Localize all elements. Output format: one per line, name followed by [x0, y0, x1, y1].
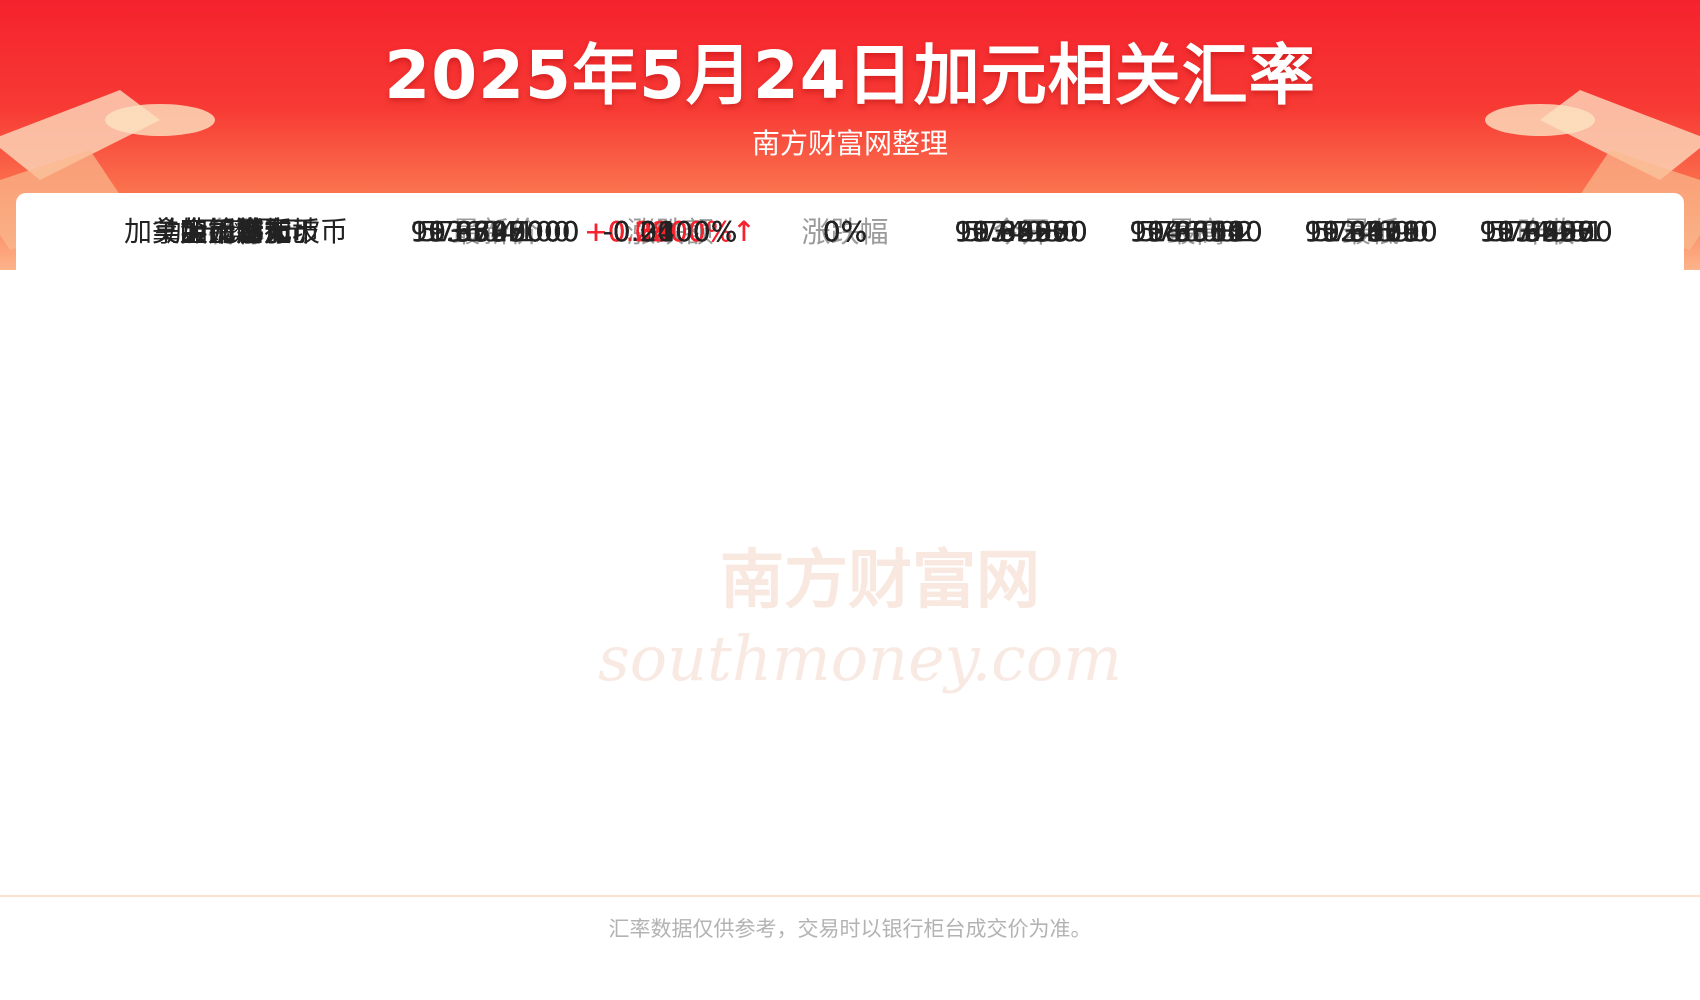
cell-latest: 5.834500 [428, 215, 562, 248]
cell-low: 5.8180 [1322, 215, 1420, 248]
cell-name: 加拿大币新加坡币 [123, 215, 349, 248]
cell-latest: 993.700000 [410, 215, 580, 248]
cell-open: 103.9300 [954, 215, 1088, 248]
cell-prev-close: 103.9300 [1479, 215, 1613, 248]
cell-low: 103.0100 [1304, 215, 1438, 248]
cell-pct: 0% [822, 215, 868, 248]
page-subtitle: 南方财富网整理 [751, 127, 948, 160]
cell-change: -0.2100% [602, 215, 738, 248]
cell-pct: 0% [822, 215, 868, 248]
column-header-name: 名称 [206, 215, 266, 249]
cell-latest: 5.660700 [428, 215, 562, 248]
footer-divider [0, 895, 1700, 897]
cell-pct: 0% [822, 215, 868, 248]
cell-open: 57.4980 [963, 215, 1079, 248]
cell-prev-close: 5.8206 [1497, 215, 1595, 248]
cell-prev-close: 0.9329 [1497, 215, 1595, 248]
cell-change: +0.1800%↑ [584, 215, 756, 248]
cell-high: 0.9333 [1147, 215, 1245, 248]
cell-open: 5.8205 [972, 215, 1070, 248]
cell-prev-close: 1.3857 [1497, 215, 1595, 248]
footer-note: 汇率数据仅供参考，交易时以银行柜台成交价为准。 [608, 917, 1092, 941]
cell-high: 5.8350 [1147, 215, 1245, 248]
rate-table: 名称 最新价 涨跌额 涨跌幅 今开 最高 最低 昨收 加币韩币 993.70000… [16, 193, 1684, 896]
cell-pct: 0% [822, 215, 868, 248]
cell-open: 5.6483 [972, 215, 1070, 248]
table-header-row: 名称 最新价 涨跌额 涨跌幅 今开 最高 最低 昨收 [16, 193, 1684, 271]
cell-name: 加元澳门元 [165, 215, 307, 248]
cell-prev-close: 5.6483 [1497, 215, 1595, 248]
cell-change: -0.3800% [602, 215, 738, 248]
cell-name: 美金加拿大币 [151, 215, 321, 248]
cell-pct: 0% [822, 215, 868, 248]
cell-low: 57.4690 [1313, 215, 1429, 248]
cell-high: 998.5600 [1129, 215, 1263, 248]
cell-latest: 1.859900 [428, 215, 562, 248]
cell-high: 5.6614 [1147, 215, 1245, 248]
cell-high: 104.0000 [1129, 215, 1263, 248]
cell-high: 57.6082 [1138, 215, 1254, 248]
column-header-low: 最低 [1341, 215, 1401, 249]
column-header-open: 今开 [991, 215, 1051, 249]
column-header-high: 最高 [1166, 215, 1226, 249]
column-header-pct: 涨跌幅 [801, 215, 889, 249]
cell-low: 5.6451 [1322, 215, 1420, 248]
cell-low: 0.9320 [1322, 215, 1420, 248]
cell-pct: 0% [822, 215, 868, 248]
column-header-latest: 最新价 [451, 215, 539, 249]
cell-pct: 0% [822, 215, 868, 248]
cell-latest: 57.604100 [419, 215, 571, 248]
cell-prev-close: 997.5000 [1479, 215, 1613, 248]
cell-change: +0.2400%↑ [584, 215, 756, 248]
cell-low: 1.3826 [1322, 215, 1420, 248]
page-title: 2025年5月24日加元相关汇率 [384, 37, 1316, 114]
cell-high: 1.8611 [1147, 215, 1245, 248]
cell-latest: 103.830000 [410, 215, 580, 248]
cell-name: 加元卢布 [179, 215, 293, 248]
cell-open: 1.8595 [972, 215, 1070, 248]
cell-change: +0.2200%↑ [584, 215, 756, 248]
cell-high: 1.3864 [1147, 215, 1245, 248]
cell-open: 997.5000 [954, 215, 1088, 248]
cell-latest: 1.382800 [428, 215, 562, 248]
cell-name: 加币韩币 [179, 215, 293, 248]
cell-prev-close: 57.4981 [1488, 215, 1604, 248]
cell-low: 992.0000 [1304, 215, 1438, 248]
cell-open: 1.3857 [972, 215, 1070, 248]
cell-name: 加币港元 [179, 215, 293, 248]
cell-change: -0.0400% [602, 215, 738, 248]
cell-pct: 0% [822, 215, 868, 248]
column-header-prev-close: 昨收 [1516, 215, 1576, 249]
cell-low: 1.8579 [1322, 215, 1420, 248]
cell-prev-close: 1.8595 [1497, 215, 1595, 248]
cell-change: -0.1000% [602, 215, 738, 248]
cell-name: 英镑加元 [179, 215, 293, 248]
cell-change: +0.0200%↑ [584, 215, 756, 248]
cell-name: 加元日元 [179, 215, 293, 248]
cell-open: 0.9329 [972, 215, 1070, 248]
cell-latest: 0.932500 [428, 215, 562, 248]
column-header-change: 涨跌额 [626, 215, 714, 249]
